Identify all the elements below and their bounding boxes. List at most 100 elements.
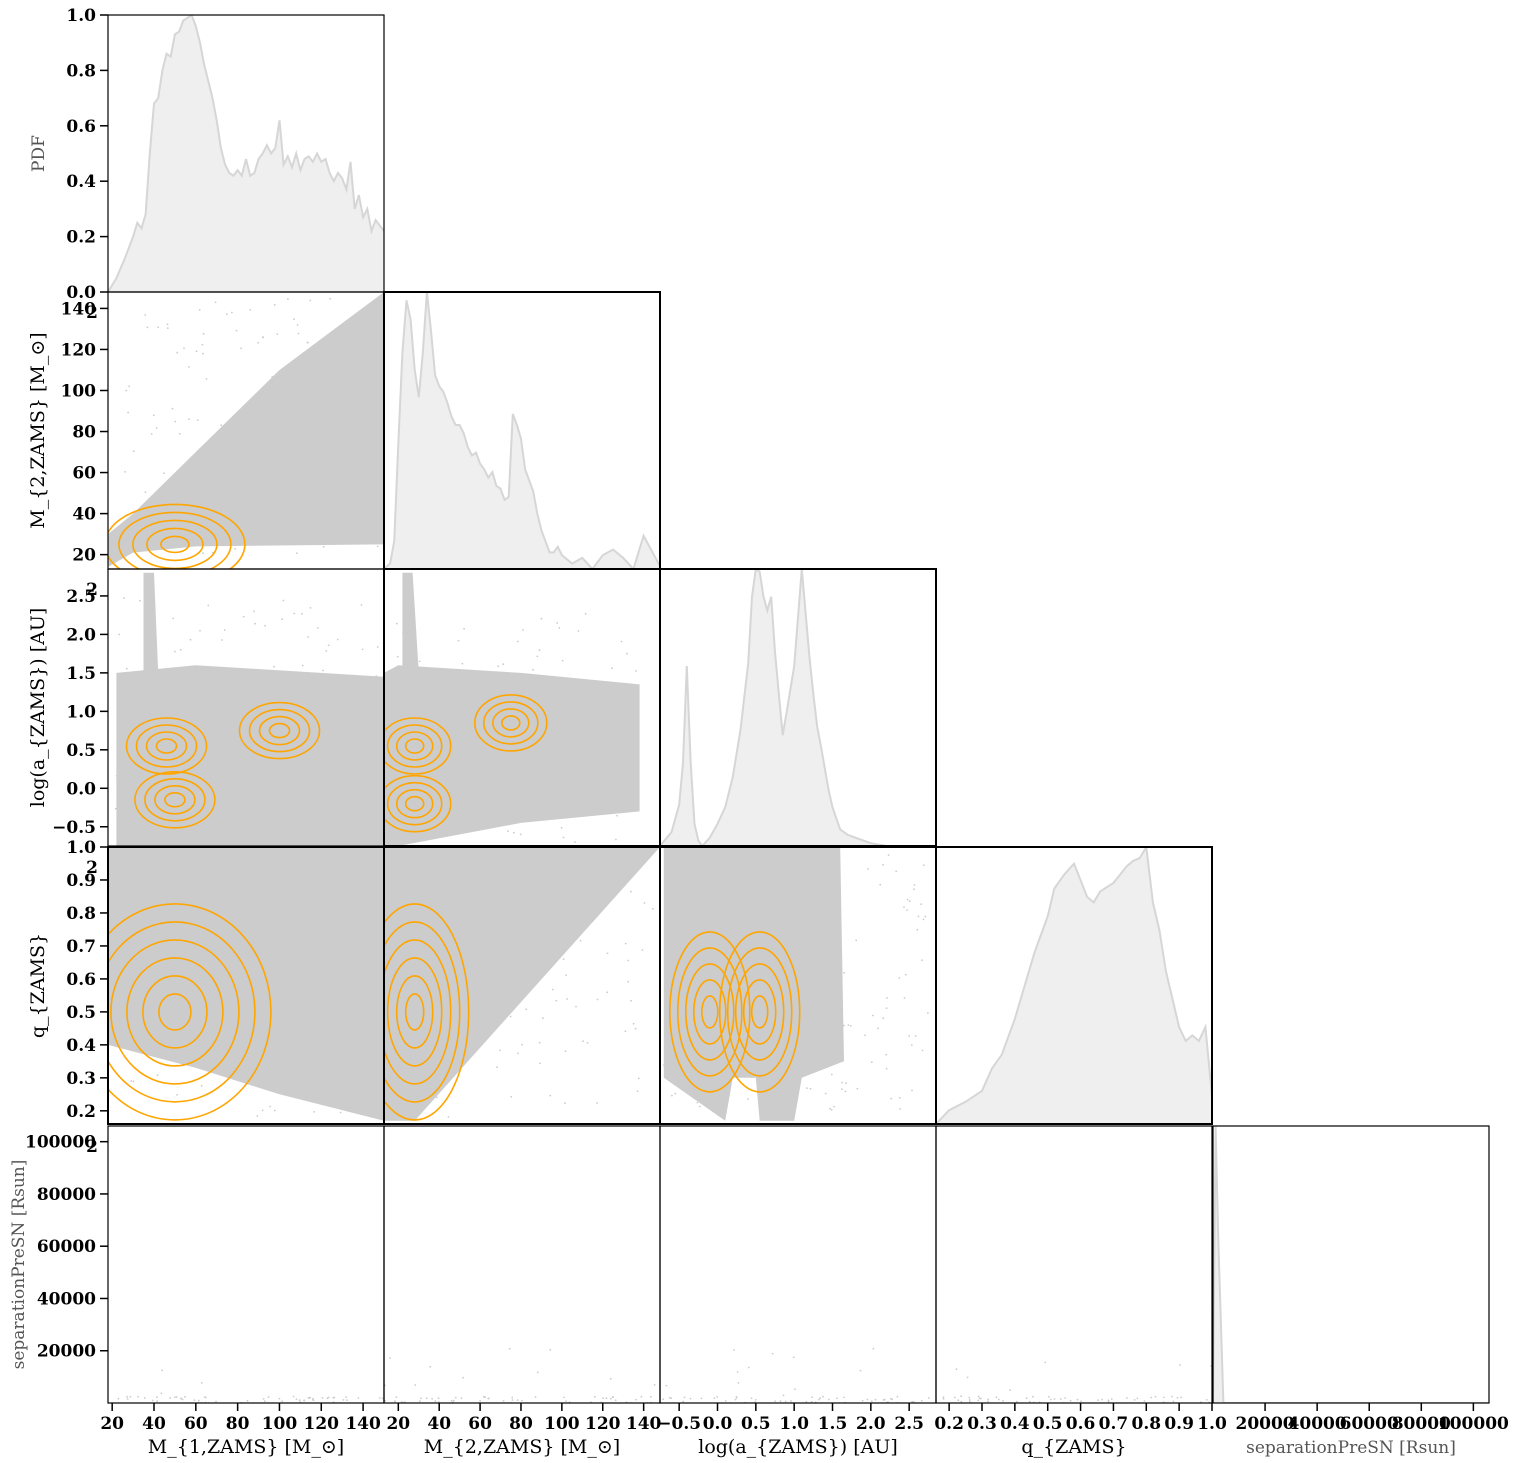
- scatter-point: [180, 908, 183, 910]
- panel-frame-4-4: [1212, 1125, 1490, 1404]
- scatter-point: [1136, 1397, 1139, 1400]
- scatter-point: [302, 792, 305, 795]
- contour-level: [386, 724, 443, 768]
- scatter-point: [630, 999, 632, 1002]
- contour-level: [404, 795, 425, 812]
- contour-level: [118, 511, 232, 569]
- scatter-point: [309, 607, 312, 609]
- scatter-point: [1143, 1400, 1146, 1402]
- contour-level: [125, 717, 208, 775]
- scatter-point: [132, 830, 135, 832]
- scatter-point: [462, 700, 465, 703]
- scatter-cloud-m2-q: [384, 847, 660, 1121]
- y-tick-label: 2.5: [66, 587, 96, 607]
- scatter-point: [1205, 1399, 1208, 1401]
- scatter-point: [362, 1113, 365, 1116]
- contour-level: [395, 975, 434, 1049]
- scatter-cloud-m1-q: [108, 847, 384, 1121]
- scatter-point: [332, 377, 334, 380]
- scatter-point: [1110, 1398, 1113, 1400]
- contours-loga-q: [668, 931, 801, 1093]
- scatter-point: [244, 730, 247, 732]
- scatter-point: [978, 1397, 981, 1399]
- x-tick-label: 40: [427, 1414, 451, 1434]
- scatter-point: [203, 1396, 206, 1398]
- scatter-point: [409, 1017, 412, 1019]
- scatter-point: [510, 1095, 513, 1098]
- scatter-point: [395, 622, 398, 625]
- scatter-point: [870, 1400, 873, 1403]
- scatter-point: [120, 675, 122, 678]
- scatter-point: [682, 1400, 685, 1403]
- scatter-point: [126, 1398, 129, 1400]
- scatter-point: [298, 440, 301, 443]
- contour-level: [384, 903, 470, 1121]
- scatter-point: [602, 745, 605, 747]
- scatter-point: [450, 1399, 453, 1402]
- scatter-point: [806, 876, 809, 879]
- scatter-point: [613, 801, 615, 804]
- scatter-point: [282, 599, 285, 602]
- scatter-point: [913, 888, 915, 891]
- scatter-point: [522, 629, 524, 631]
- scatter-point: [709, 1101, 712, 1104]
- scatter-point: [189, 638, 192, 641]
- scatter-point: [342, 1399, 345, 1401]
- scatter-point: [128, 761, 131, 763]
- contour-level: [684, 963, 735, 1061]
- contour-level: [164, 791, 186, 808]
- scatter-point: [235, 329, 238, 332]
- scatter-point: [526, 799, 529, 802]
- x-tick-label: 40: [142, 1414, 166, 1434]
- panel-frame-4-1: [383, 1125, 661, 1404]
- scatter-point: [786, 1017, 789, 1020]
- scatter-point: [908, 900, 911, 903]
- scatter-point: [713, 1397, 716, 1399]
- scatter-point: [147, 520, 149, 522]
- scatter-point: [278, 1397, 281, 1400]
- scatter-point: [117, 1397, 120, 1400]
- scatter-point: [957, 1399, 960, 1402]
- contour-level: [395, 788, 434, 819]
- scatter-point: [887, 854, 890, 856]
- scatter-point: [328, 898, 331, 900]
- scatter-point: [1154, 1395, 1157, 1398]
- x-tick-label: 100000: [1438, 1414, 1509, 1434]
- scatter-point: [164, 1023, 167, 1025]
- scatter-point: [987, 1398, 990, 1401]
- scatter-point: [877, 1027, 879, 1030]
- scatter-point: [904, 973, 907, 976]
- scatter-point: [561, 659, 564, 662]
- scatter-point: [304, 525, 307, 528]
- scatter-point: [635, 670, 637, 672]
- scatter-point: [355, 821, 358, 823]
- scatter-point: [373, 721, 375, 724]
- y-tick-label: 60000: [37, 1237, 96, 1257]
- scatter-point: [841, 1081, 843, 1084]
- scatter-point: [921, 959, 923, 962]
- scatter-point: [365, 923, 368, 926]
- scatter-point: [327, 644, 330, 647]
- scatter-point: [977, 1395, 980, 1398]
- scatter-point: [335, 474, 338, 477]
- x-tick-label: 0.7: [1099, 1414, 1129, 1434]
- scatter-point: [281, 1011, 284, 1014]
- scatter-point: [669, 906, 671, 908]
- x-tick-label: 60: [184, 1414, 208, 1434]
- scatter-point: [1025, 1397, 1028, 1400]
- scatter-point: [341, 1055, 344, 1058]
- contour-level: [248, 708, 311, 753]
- scatter-point: [312, 1399, 314, 1401]
- scatter-point: [212, 991, 214, 994]
- scatter-point: [387, 728, 390, 730]
- x-tick-label: 120: [585, 1414, 621, 1434]
- stray-tick-label: 2: [86, 858, 98, 878]
- x-tick-label: 20000: [1235, 1414, 1294, 1434]
- scatter-point: [628, 789, 631, 792]
- scatter-point: [188, 875, 191, 878]
- scatter-point: [327, 753, 329, 756]
- scatter-point: [885, 1007, 888, 1009]
- scatter-point: [739, 921, 741, 924]
- scatter-point: [197, 1399, 200, 1402]
- scatter-point: [408, 704, 411, 707]
